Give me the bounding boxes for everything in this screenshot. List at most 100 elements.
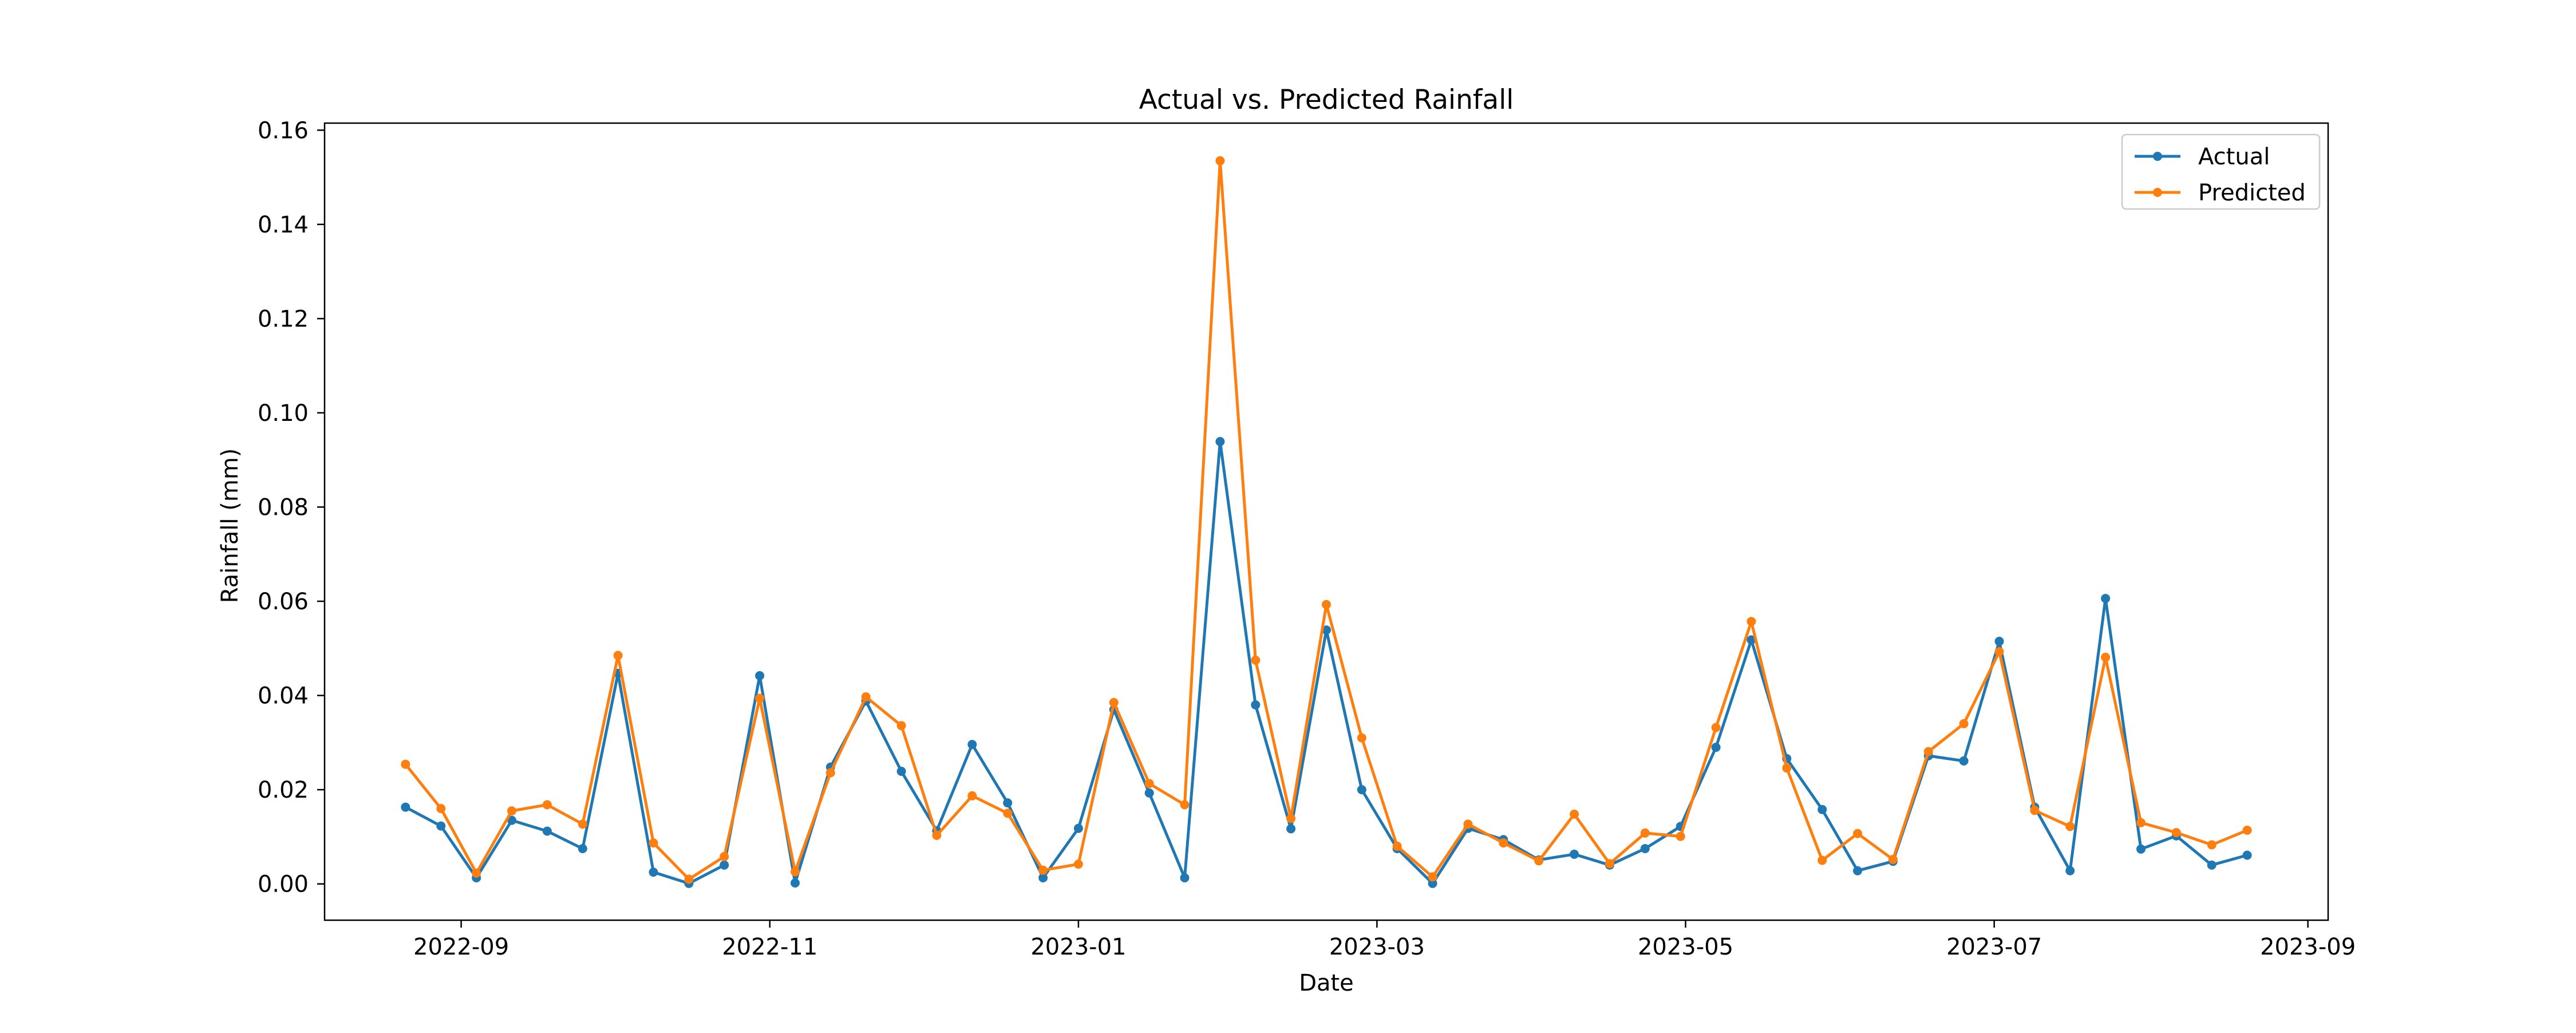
data-point-predicted (1676, 831, 1685, 841)
data-point-actual (1286, 824, 1296, 834)
data-point-predicted (1428, 872, 1437, 882)
legend: Actual Predicted (2121, 133, 2321, 210)
legend-label-actual: Actual (2198, 144, 2270, 170)
data-point-predicted (2242, 825, 2252, 835)
data-point-actual (720, 860, 729, 870)
y-tick-label: 0.02 (258, 777, 309, 803)
data-point-predicted (896, 721, 906, 731)
data-point-predicted (967, 791, 977, 801)
data-point-predicted (2030, 806, 2040, 815)
data-point-predicted (1463, 819, 1473, 829)
data-point-predicted (1251, 655, 1261, 665)
data-point-actual (1038, 873, 1048, 882)
plot-frame (323, 122, 2329, 921)
data-point-predicted (1286, 814, 1296, 823)
x-tick-label: 2023-05 (1638, 934, 1733, 960)
data-point-actual (1818, 805, 1827, 814)
data-point-predicted (684, 874, 694, 884)
data-point-predicted (1322, 600, 1331, 609)
data-point-actual (1215, 437, 1225, 447)
data-point-actual (401, 802, 410, 812)
data-point-predicted (1073, 859, 1083, 869)
data-point-predicted (472, 868, 481, 878)
data-point-predicted (578, 819, 587, 829)
data-point-predicted (1357, 733, 1366, 743)
data-point-predicted (2171, 828, 2181, 837)
data-point-predicted (1640, 828, 1650, 838)
legend-marker-actual (2153, 152, 2162, 161)
data-point-actual (1959, 756, 1969, 766)
y-axis-label: Rainfall (mm) (217, 448, 243, 604)
data-point-predicted (1782, 763, 1792, 773)
data-point-predicted (2207, 840, 2217, 850)
data-point-predicted (1959, 719, 1969, 728)
y-tick-label: 0.16 (258, 117, 309, 144)
data-point-actual (2065, 866, 2075, 876)
data-point-predicted (1038, 865, 1048, 875)
data-point-actual (2136, 844, 2146, 854)
data-point-predicted (1888, 854, 1898, 864)
data-point-predicted (1180, 800, 1190, 810)
data-point-actual (1251, 700, 1261, 709)
x-tick-label: 2023-09 (2260, 934, 2356, 960)
data-point-predicted (1818, 855, 1827, 865)
data-point-predicted (436, 804, 446, 813)
data-point-predicted (825, 768, 835, 778)
y-tick-label: 0.14 (258, 212, 309, 238)
x-tick-label: 2022-11 (722, 934, 817, 960)
data-point-actual (1853, 866, 1862, 876)
data-point-predicted (1994, 647, 2004, 657)
y-tick-label: 0.06 (258, 589, 309, 615)
data-point-actual (436, 821, 446, 831)
data-point-predicted (720, 851, 729, 861)
data-point-actual (1711, 743, 1721, 752)
data-point-actual (1747, 635, 1756, 645)
data-point-predicted (1747, 617, 1756, 626)
data-point-predicted (2101, 652, 2111, 662)
x-tick-label: 2022-09 (413, 934, 509, 960)
data-point-predicted (932, 830, 942, 840)
data-point-predicted (649, 838, 658, 848)
data-point-predicted (401, 759, 410, 769)
y-tick-label: 0.04 (258, 683, 309, 709)
data-point-actual (1073, 823, 1083, 833)
data-point-predicted (542, 800, 552, 810)
data-point-actual (967, 740, 977, 750)
data-point-predicted (613, 650, 623, 660)
legend-marker-predicted (2153, 188, 2162, 197)
data-point-actual (1994, 637, 2004, 646)
y-tick-label: 0.00 (258, 872, 309, 898)
series-predicted (401, 156, 2252, 884)
data-point-actual (1144, 788, 1154, 798)
data-point-actual (1640, 844, 1650, 853)
data-point-predicted (755, 693, 765, 703)
data-point-actual (755, 671, 765, 680)
y-tick-label: 0.10 (258, 400, 309, 427)
data-point-actual (578, 844, 587, 853)
y-tick-label: 0.08 (258, 494, 309, 521)
data-point-actual (1570, 849, 1579, 859)
data-point-actual (791, 878, 800, 888)
data-point-actual (1003, 798, 1013, 808)
chart-title: Actual vs. Predicted Rainfall (1139, 84, 1514, 116)
data-point-predicted (1605, 859, 1614, 869)
data-point-predicted (507, 806, 516, 816)
axes-layer: 2022-09 2022-11 2023-01 2023-03 2023-05 2023-… (258, 117, 2356, 960)
legend-label-predicted: Predicted (2198, 180, 2306, 206)
data-point-predicted (1570, 809, 1579, 819)
data-point-predicted (1144, 779, 1154, 788)
legend-box (2121, 133, 2321, 210)
data-point-predicted (1499, 838, 1508, 848)
data-point-predicted (861, 692, 871, 701)
data-point-predicted (1109, 697, 1119, 707)
data-point-actual (1357, 785, 1366, 795)
x-tick-label: 2023-03 (1329, 934, 1425, 960)
data-point-actual (2242, 850, 2252, 860)
data-point-actual (2207, 860, 2217, 870)
data-point-actual (1180, 873, 1190, 882)
data-point-actual (896, 767, 906, 776)
data-point-actual (649, 868, 658, 877)
data-point-predicted (2065, 822, 2075, 831)
data-point-actual (1428, 878, 1437, 888)
